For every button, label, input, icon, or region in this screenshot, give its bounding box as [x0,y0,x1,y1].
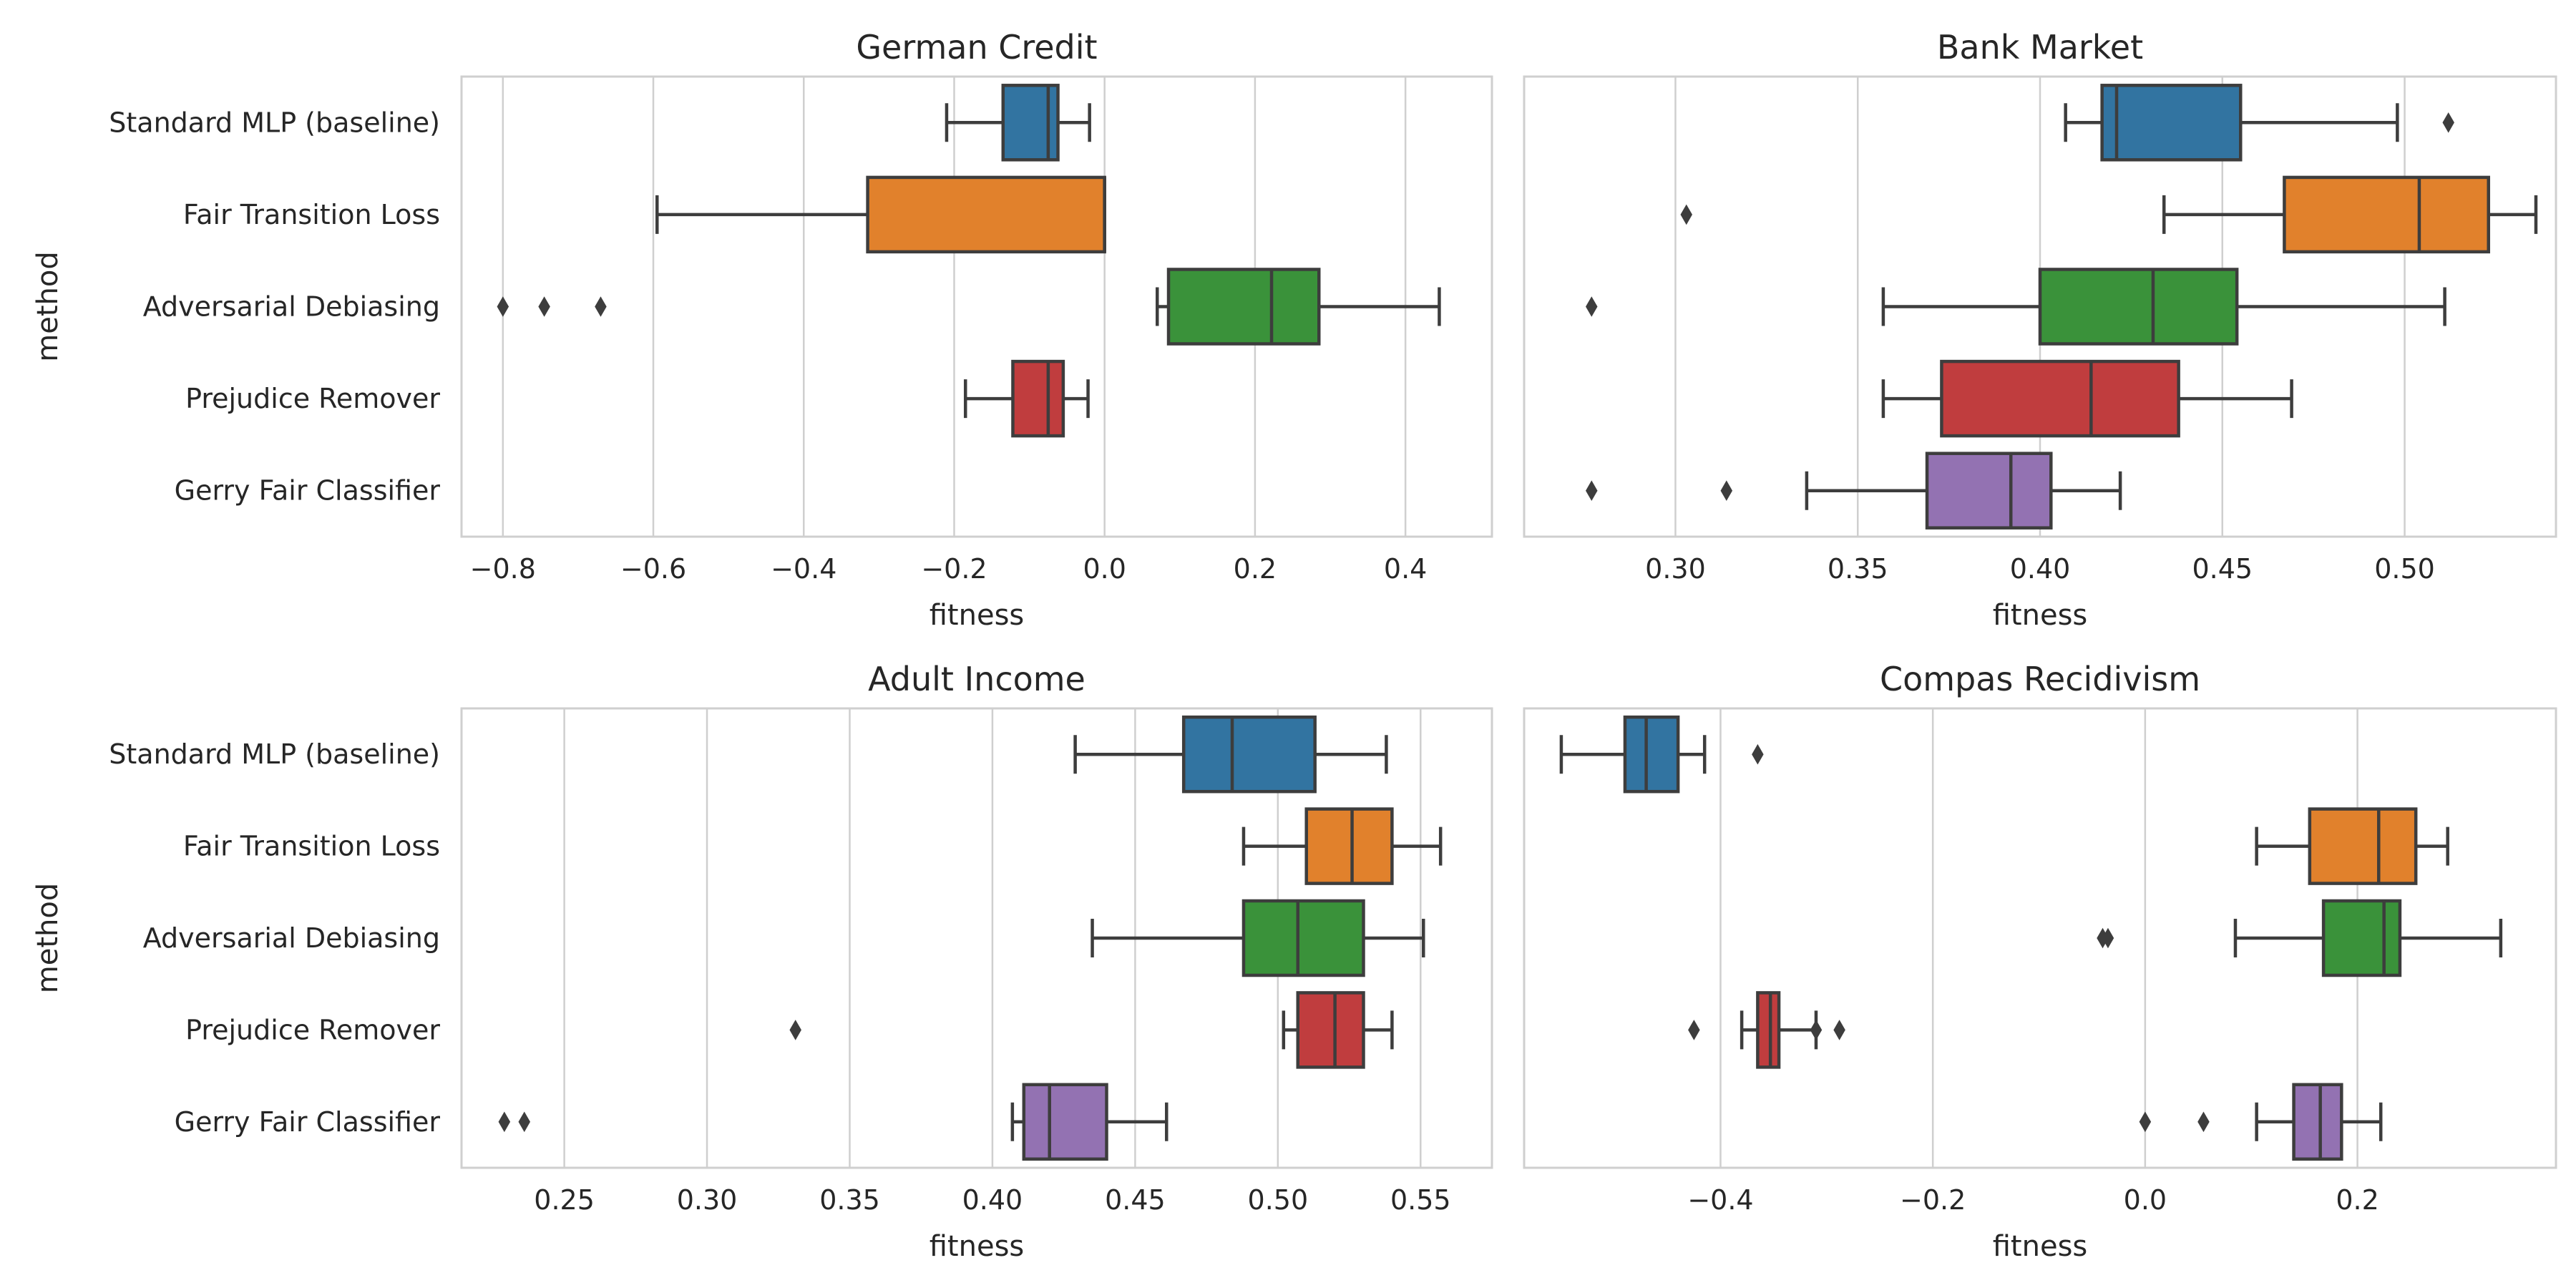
box-3 [2040,270,2237,344]
outlier-point [1810,1020,1823,1040]
box-1 [1184,717,1314,791]
x-tick-label: 0.40 [2010,553,2071,585]
box-3 [1244,901,1364,975]
chart-title: Bank Market [1937,28,2143,67]
x-tick-label: 0.35 [819,1184,880,1216]
outlier-point [2140,1112,2152,1133]
y-tick-label: Adversarial Debiasing [143,922,440,954]
y-tick-label: Prejudice Remover [185,1014,440,1045]
outlier-point [2442,112,2454,133]
chart-title: Adult Income [868,660,1085,698]
y-tick-label: Prejudice Remover [185,383,440,414]
x-tick-label: 0.45 [1105,1184,1166,1216]
x-tick-label: 0.25 [534,1184,595,1216]
box-1 [2102,85,2241,160]
y-tick-label: Fair Transition Loss [183,831,440,862]
x-axis-label: fitness [1993,599,2088,632]
box-4 [1298,992,1364,1067]
outlier-point [789,1020,801,1040]
box-3 [2323,901,2400,975]
outlier-point [1586,296,1598,317]
x-tick-label: 0.30 [677,1184,738,1216]
y-tick-label: Gerry Fair Classifier [175,1106,441,1138]
x-tick-label: 0.40 [962,1184,1023,1216]
x-tick-label: −0.4 [1687,1184,1753,1216]
x-axis-label: fitness [1993,1230,2088,1263]
outlier-point [1586,480,1598,501]
outlier-point [519,1112,531,1133]
x-tick-label: 0.45 [2192,553,2253,585]
y-axis-label: method [31,883,64,993]
x-tick-label: 0.35 [1828,553,1888,585]
x-tick-label: 0.4 [1384,553,1427,585]
box-1 [1625,717,1678,791]
box-3 [1169,270,1319,344]
chart-panel-3: 0.25 0.30 0.35 0.40 0.45 0.50 0.55 Standard MLP… [31,660,1492,1263]
outlier-point [2197,1112,2210,1133]
outlier-point [538,296,550,317]
outlier-point [499,1112,511,1133]
x-tick-label: −0.2 [921,553,987,585]
x-axis-label: fitness [930,1230,1025,1263]
chart-title: Compas Recidivism [1880,660,2200,698]
chart-panel-2: 0.30 0.35 0.40 0.45 0.50 Bank Market fitness [1524,28,2556,632]
x-tick-label: 0.2 [2336,1184,2379,1216]
x-tick-label: 0.0 [2124,1184,2167,1216]
y-tick-label: Adversarial Debiasing [143,291,440,323]
outlier-point [595,296,607,317]
y-axis-label: method [31,251,64,361]
box-4 [1757,992,1779,1067]
x-tick-label: −0.8 [470,553,536,585]
outlier-point [1721,480,1733,501]
chart-panel-4: −0.4 −0.2 0.0 0.2 Compas Recidivism fitness [1524,660,2556,1263]
outlier-point [1688,1020,1700,1040]
x-tick-label: 0.2 [1234,553,1277,585]
box-2 [868,177,1105,252]
x-tick-label: 0.55 [1390,1184,1451,1216]
x-tick-label: −0.2 [1900,1184,1966,1216]
x-axis-label: fitness [930,599,1025,632]
box-5 [1927,454,2051,528]
box-2 [2310,809,2416,884]
x-tick-label: 0.0 [1083,553,1126,585]
x-tick-label: 0.30 [1645,553,1706,585]
outlier-point [1752,744,1764,765]
y-tick-label: Fair Transition Loss [183,199,440,230]
box-2 [2284,177,2488,252]
box-5 [2294,1085,2342,1159]
outlier-point [1680,205,1692,225]
box-4 [1013,361,1063,436]
y-tick-label: Gerry Fair Classifier [175,475,441,507]
outlier-point [1833,1020,1845,1040]
box-5 [1024,1085,1107,1159]
x-tick-label: −0.4 [771,553,836,585]
chart-title: German Credit [856,28,1097,67]
x-tick-label: 0.50 [2374,553,2435,585]
box-2 [1307,809,1392,884]
x-tick-label: 0.50 [1248,1184,1309,1216]
box-4 [1941,361,2178,436]
x-tick-label: −0.6 [620,553,686,585]
outlier-point [497,296,509,317]
y-tick-label: Standard MLP (baseline) [109,738,440,770]
chart-panel-1: −0.8 −0.6 −0.4 −0.2 0.0 0.2 0.4 Standard MLP (b… [31,28,1492,632]
y-tick-label: Standard MLP (baseline) [109,107,440,138]
